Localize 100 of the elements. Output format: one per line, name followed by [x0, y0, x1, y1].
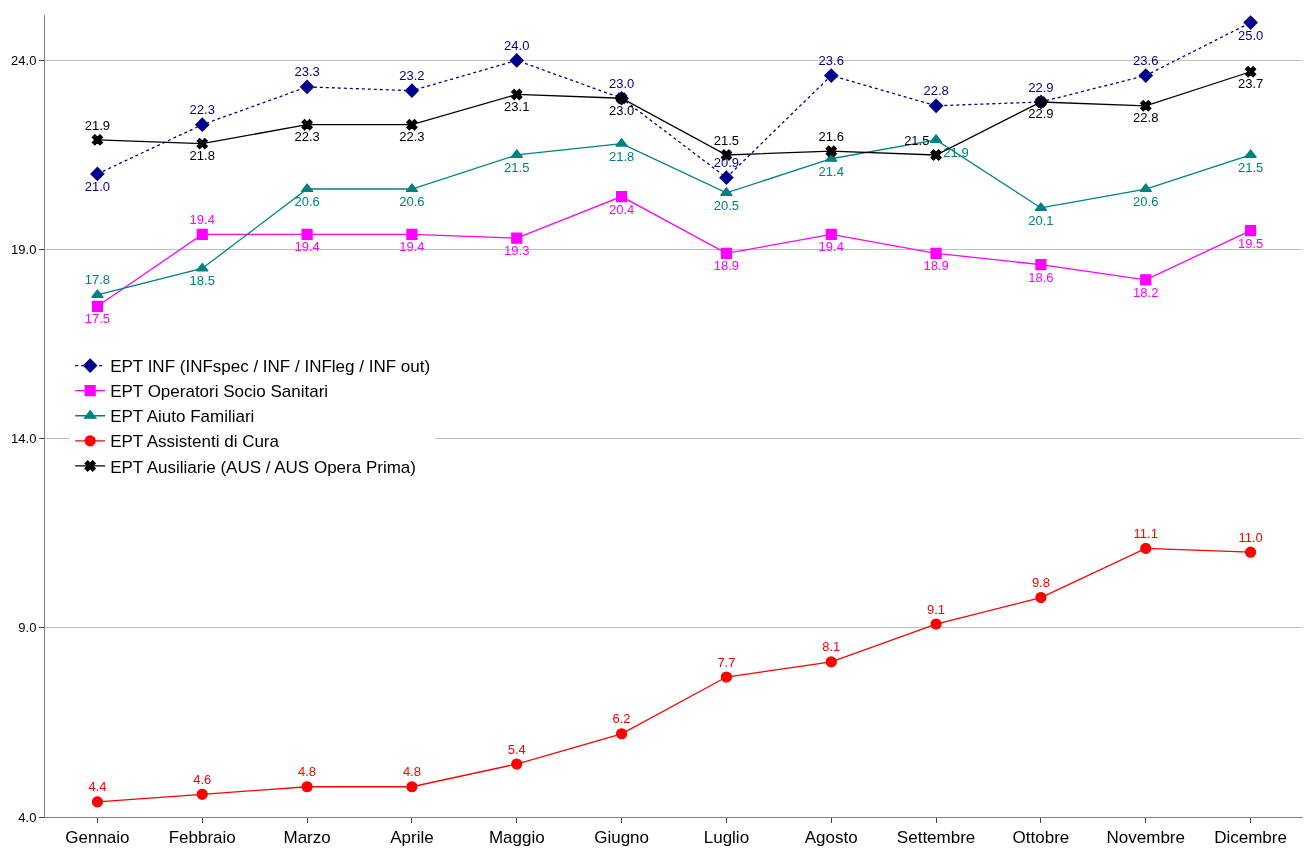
- point: [90, 166, 105, 181]
- data-label: 23.3: [294, 64, 320, 80]
- data-label: 21.8: [189, 147, 215, 163]
- legend-label: EPT INF (INFspec / INF / INFleg / INF out): [110, 357, 431, 377]
- data-label: 18.6: [1028, 269, 1054, 285]
- data-label: 22.9: [1028, 79, 1054, 95]
- point: [91, 134, 104, 146]
- data-label: 20.6: [399, 194, 425, 210]
- data-label: 11.1: [1133, 525, 1158, 541]
- point: [719, 170, 734, 185]
- point: [1035, 259, 1047, 271]
- data-label: 18.9: [923, 258, 949, 274]
- data-label: 9.1: [927, 601, 946, 617]
- data-label: 4.6: [193, 771, 212, 787]
- x-tick-label: Novembre: [1106, 828, 1185, 848]
- point: [1140, 100, 1152, 112]
- data-label: 4.4: [88, 779, 107, 795]
- data-label: 23.1: [504, 98, 530, 114]
- data-label: 6.2: [612, 711, 631, 727]
- data-label: 4.8: [402, 764, 421, 780]
- y-tick-label: 19.0: [11, 242, 37, 258]
- point: [1243, 15, 1258, 30]
- point: [824, 68, 839, 83]
- point: [301, 781, 313, 793]
- point: [404, 83, 420, 98]
- data-label: 5.4: [507, 741, 526, 757]
- point: [720, 671, 733, 683]
- point: [511, 758, 523, 770]
- point: [1244, 66, 1257, 78]
- legend-label: EPT Ausiliarie (AUS / AUS Opera Prima): [110, 457, 416, 477]
- data-label: 22.8: [1133, 110, 1159, 126]
- x-tick-label: Agosto: [804, 828, 858, 848]
- point: [825, 228, 837, 241]
- point: [825, 145, 837, 157]
- point: [825, 656, 837, 668]
- data-label: 20.6: [1133, 194, 1159, 210]
- data-label: 21.6: [818, 129, 844, 145]
- data-label: 23.6: [1133, 53, 1159, 69]
- point: [1138, 68, 1153, 83]
- y-tick-label: 9.0: [18, 620, 37, 636]
- data-label: 24.0: [504, 37, 530, 53]
- point: [1139, 183, 1153, 193]
- point: [615, 190, 628, 203]
- point: [299, 79, 315, 94]
- legend-label: EPT Aiuto Familiari: [110, 407, 255, 427]
- point: [91, 796, 104, 808]
- x-tick-label: Giugno: [594, 828, 649, 848]
- data-label: 17.8: [84, 272, 111, 288]
- data-label: 20.5: [713, 197, 740, 213]
- data-label: 19.3: [504, 243, 530, 259]
- x-tick-label: Maggio: [488, 828, 545, 848]
- point: [1140, 274, 1152, 286]
- data-label: 21.9: [84, 117, 111, 133]
- data-label: 18.9: [713, 258, 740, 274]
- x-tick-label: Aprile: [390, 828, 434, 848]
- point: [196, 137, 208, 150]
- y-tick-label: 14.0: [11, 431, 37, 447]
- point: [615, 728, 628, 740]
- point: [1244, 546, 1257, 558]
- x-tick-label: Luglio: [703, 828, 750, 848]
- point: [930, 149, 942, 161]
- data-label: 20.4: [608, 201, 635, 217]
- point: [509, 53, 524, 68]
- data-label: 20.1: [1028, 212, 1054, 228]
- legend-label: EPT Assistenti di Cura: [110, 432, 280, 452]
- data-label: 19.4: [294, 239, 320, 255]
- data-label: 25.0: [1237, 27, 1264, 43]
- data-label: 11.0: [1238, 529, 1263, 545]
- point: [405, 183, 419, 193]
- data-label: 23.7: [1237, 76, 1264, 92]
- point: [1140, 542, 1152, 555]
- point: [510, 149, 524, 159]
- point: [91, 300, 104, 312]
- data-label: 18.2: [1133, 284, 1159, 300]
- point: [930, 247, 942, 259]
- data-label: 22.9: [1028, 106, 1054, 122]
- point: [195, 117, 210, 132]
- data-label: 21.5: [504, 159, 530, 175]
- point: [195, 262, 209, 272]
- data-label: 17.5: [84, 311, 111, 327]
- x-tick-label: Settembre: [896, 828, 976, 848]
- data-label: 21.5: [1237, 159, 1264, 175]
- point: [1035, 591, 1047, 604]
- point: [511, 232, 523, 244]
- data-label: 18.5: [189, 273, 215, 289]
- data-label: 20.9: [713, 155, 740, 171]
- point: [1034, 202, 1048, 212]
- data-label: 9.8: [1031, 575, 1050, 591]
- x-tick-label: Febbraio: [168, 828, 236, 848]
- point: [300, 183, 314, 193]
- x-tick-label: Ottobre: [1012, 828, 1070, 848]
- point: [720, 247, 733, 259]
- data-label: 22.3: [189, 102, 215, 118]
- point: [196, 788, 208, 800]
- data-label: 21.0: [84, 178, 111, 194]
- data-label: 19.5: [1237, 235, 1264, 251]
- data-label: 19.4: [189, 211, 215, 227]
- data-label: 23.6: [818, 53, 844, 69]
- x-tick-label: Dicembre: [1214, 828, 1287, 848]
- y-tick-label: 24.0: [11, 52, 37, 68]
